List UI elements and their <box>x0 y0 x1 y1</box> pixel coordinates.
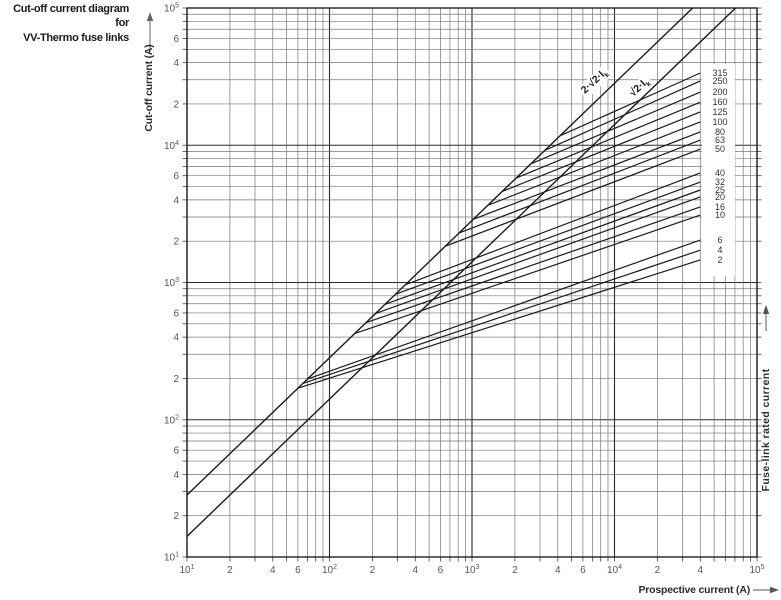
y-tick-label: 2 <box>173 374 179 385</box>
fuse-line-250 <box>544 80 701 151</box>
rating-label-63: 63 <box>715 135 725 145</box>
rating-label-25: 25 <box>715 185 725 195</box>
right-axis-up-arrow-icon <box>762 305 770 331</box>
fuse-line-32 <box>395 181 701 295</box>
fuse-line-10 <box>354 214 701 335</box>
y-tick-label: 6 <box>173 171 179 182</box>
rating-label-32: 32 <box>715 177 725 187</box>
rating-label-2: 2 <box>717 255 722 265</box>
rating-label-20: 20 <box>715 192 725 202</box>
fuse-line-100 <box>487 121 701 206</box>
rating-label-100: 100 <box>712 117 727 127</box>
rating-label-315: 315 <box>712 68 727 78</box>
x-tick-label: 104 <box>607 564 622 576</box>
fuse-line-63 <box>458 139 701 234</box>
rating-label-200: 200 <box>712 87 727 97</box>
fuse-line-6 <box>307 239 701 380</box>
fuse-line-20 <box>375 196 701 315</box>
y-tick-label: 2 <box>173 237 179 248</box>
y-tick-label: 6 <box>173 308 179 319</box>
fuse-line-40 <box>405 172 701 286</box>
rating-label-10: 10 <box>715 210 725 220</box>
x-axis-right-arrow-icon <box>753 586 779 594</box>
y-tick-label: 101 <box>164 552 179 564</box>
fuse-line-16 <box>365 206 701 324</box>
y-tick-label: 2 <box>173 99 179 110</box>
y-tick-label: 4 <box>173 333 179 344</box>
fuse-line-200 <box>530 91 701 165</box>
x-tick-label: 4 <box>413 565 419 576</box>
fuse-line-4 <box>302 249 701 385</box>
figure-title: Cut-off current diagram for VV-Thermo fu… <box>0 2 129 45</box>
y-axis-up-arrow-icon <box>146 12 154 52</box>
x-tick-label: 101 <box>179 564 194 576</box>
y-tick-label: 103 <box>164 277 179 289</box>
x-tick-label: 102 <box>322 564 337 576</box>
y-tick-label: 2 <box>173 511 179 522</box>
fuse-line-125 <box>502 111 701 192</box>
x-tick-label: 105 <box>749 564 764 576</box>
y-tick-label: 6 <box>173 34 179 45</box>
rating-label-125: 125 <box>712 107 727 117</box>
plot-border <box>186 7 758 558</box>
y-tick-label: 102 <box>164 414 179 426</box>
x-tick-label: 2 <box>227 565 233 576</box>
fuse-line-80 <box>473 131 701 220</box>
rating-label-80: 80 <box>715 127 725 137</box>
figure-title-line2: VV-Thermo fuse links <box>23 31 129 44</box>
x-tick-label: 6 <box>438 565 444 576</box>
y-tick-label: 4 <box>173 195 179 206</box>
x-tick-label: 6 <box>295 565 301 576</box>
rating-label-250: 250 <box>712 76 727 86</box>
fuse-line-315 <box>559 72 701 137</box>
fuse-line-50 <box>445 148 701 247</box>
reference-line <box>186 7 694 496</box>
rating-label-4: 4 <box>717 245 722 255</box>
y-tick-label: 105 <box>164 3 179 15</box>
rating-label-160: 160 <box>712 97 727 107</box>
rating-label-16: 16 <box>715 202 725 212</box>
x-tick-label: 4 <box>270 565 276 576</box>
x-tick-label: 4 <box>698 565 704 576</box>
rating-label-50: 50 <box>715 144 725 154</box>
figure-title-line1: Cut-off current diagram for <box>13 3 129 30</box>
x-tick-label: 2 <box>370 565 376 576</box>
rating-label-6: 6 <box>717 235 722 245</box>
fuse-line-2 <box>297 259 701 389</box>
fuse-line-25 <box>384 189 701 305</box>
y-tick-label: 4 <box>173 58 179 69</box>
x-axis-title: Prospective current (A) <box>638 584 750 596</box>
y-tick-label: 104 <box>164 140 179 152</box>
x-tick-label: 2 <box>512 565 518 576</box>
rating-label-box <box>702 64 735 276</box>
x-tick-label: 4 <box>555 565 561 576</box>
fuse-line-160 <box>515 101 701 179</box>
x-tick-label: 2 <box>655 565 661 576</box>
x-tick-label: 6 <box>580 565 586 576</box>
right-axis-title: Fuse-link rated current <box>760 368 772 492</box>
y-axis-title: Cut-off current (A) <box>143 44 155 132</box>
y-tick-label: 6 <box>173 446 179 457</box>
y-tick-label: 4 <box>173 470 179 481</box>
rating-label-40: 40 <box>715 168 725 178</box>
reference-line <box>186 7 737 537</box>
x-tick-label: 103 <box>464 564 479 576</box>
